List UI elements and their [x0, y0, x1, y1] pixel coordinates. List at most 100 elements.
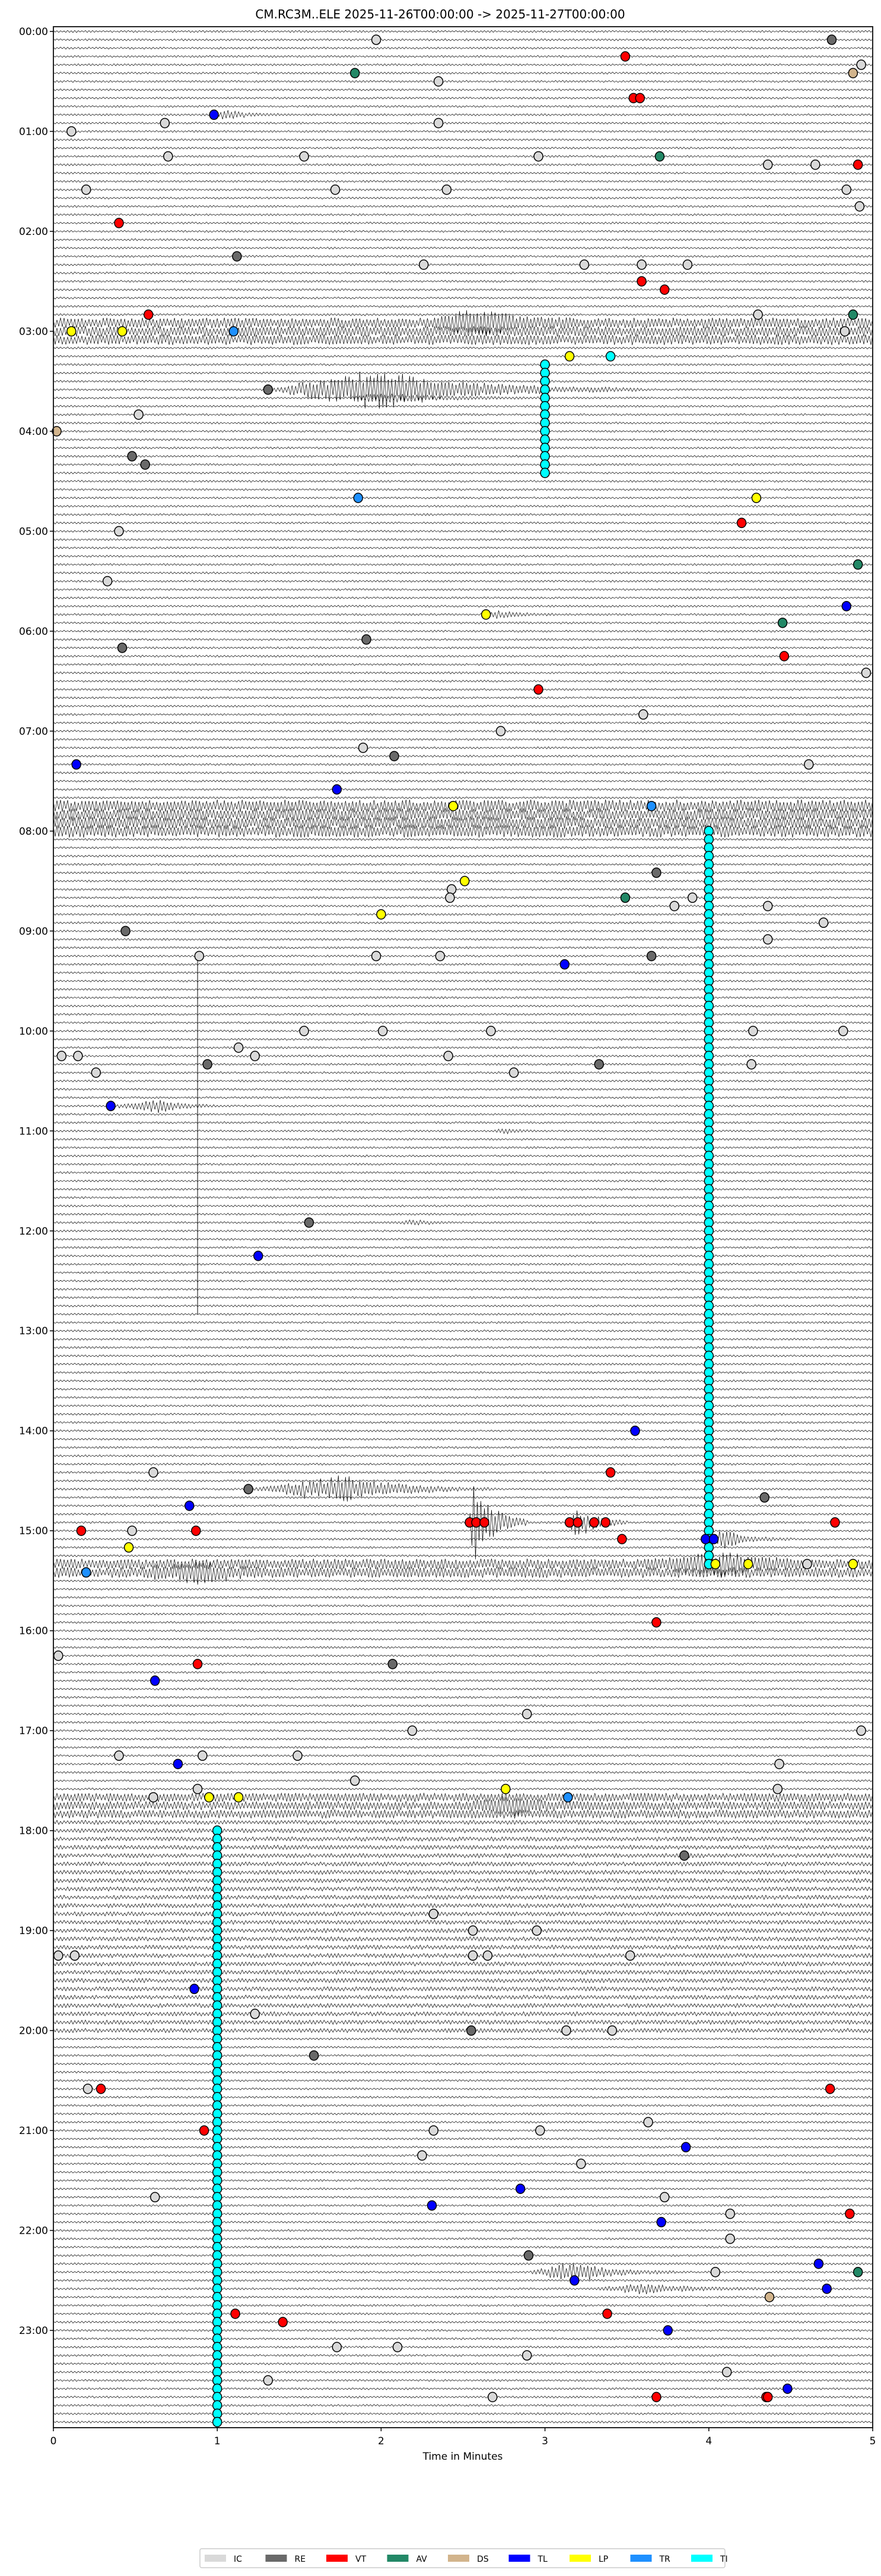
trace-line-27: [53, 255, 873, 258]
pick-marker-tl: [783, 2383, 793, 2394]
trace-line-157: [53, 1337, 873, 1341]
pick-marker-ic: [392, 2342, 403, 2352]
trace-line-281: [53, 2370, 873, 2374]
pick-marker-tl: [106, 1101, 116, 1111]
trace-line-219: [53, 1853, 873, 1859]
pick-marker-ic: [250, 2008, 260, 2020]
trace-line-5: [53, 71, 873, 75]
trace-line-249: [53, 2104, 873, 2107]
pick-marker-lp: [117, 326, 128, 337]
trace-line-128: [53, 1096, 873, 1099]
trace-line-220: [53, 1861, 873, 1867]
pick-marker-lp: [848, 1559, 858, 1570]
trace-line-223: [53, 1886, 873, 1892]
trace-line-280: [53, 2362, 873, 2365]
seismic-traces: [53, 30, 873, 2424]
trace-line-45: [53, 405, 873, 408]
pick-marker-tl: [515, 2183, 526, 2195]
trace-line-276: [53, 2329, 873, 2332]
trace-line-142: [53, 1213, 873, 1216]
trace-line-64: [53, 563, 873, 566]
trace-line-241: [53, 2037, 873, 2040]
trace-line-161: [53, 1371, 873, 1374]
pick-marker-ic: [638, 709, 648, 720]
trace-line-55: [53, 488, 873, 491]
trace-line-239: [53, 2020, 873, 2025]
trace-line-269: [53, 2263, 873, 2281]
legend-swatch-ds: [448, 2555, 469, 2562]
trace-line-6: [53, 79, 873, 83]
trace-line-93: [53, 799, 873, 813]
pick-marker-vt: [659, 284, 670, 295]
trace-line-28: [53, 263, 873, 266]
pick-marker-ic: [446, 884, 457, 895]
trace-line-49: [53, 438, 873, 441]
trace-line-185: [53, 1561, 873, 1585]
trace-line-285: [53, 2404, 873, 2407]
trace-line-178: [53, 1512, 873, 1516]
trace-line-258: [53, 2179, 873, 2182]
trace-line-109: [53, 937, 873, 941]
x-tick-label: 2: [378, 2435, 384, 2447]
trace-line-47: [53, 421, 873, 425]
pick-marker-ic: [194, 950, 205, 962]
trace-line-59: [53, 521, 873, 524]
pick-marker-ic: [435, 950, 446, 962]
x-tick-label: 4: [705, 2435, 712, 2447]
pick-marker-ic: [482, 1950, 493, 1961]
trace-line-95: [53, 816, 873, 829]
trace-line-196: [53, 1662, 873, 1666]
pick-marker-tl: [253, 1251, 263, 1261]
trace-line-286: [53, 2412, 873, 2415]
pick-marker-vt: [853, 159, 863, 170]
trace-line-13: [53, 138, 873, 141]
trace-line-68: [53, 596, 873, 600]
trace-line-259: [53, 2187, 873, 2190]
trace-line-48: [53, 430, 873, 433]
trace-line-29: [53, 271, 873, 275]
x-tick-label: 1: [214, 2435, 221, 2447]
pick-marker-ic: [371, 950, 381, 962]
trace-line-230: [53, 1944, 873, 1950]
trace-line-87: [53, 755, 873, 758]
pick-marker-av: [349, 68, 360, 78]
trace-line-277: [53, 2337, 873, 2340]
pick-marker-re: [127, 451, 137, 462]
x-tick-label: 3: [542, 2435, 548, 2447]
y-tick-label: 16:00: [19, 1626, 48, 1637]
pick-marker-re: [140, 459, 150, 470]
trace-line-167: [53, 1421, 873, 1424]
pick-marker-tl: [680, 2142, 691, 2152]
trace-line-91: [53, 788, 873, 791]
trace-line-273: [53, 2304, 873, 2307]
trace-line-20: [53, 196, 873, 200]
trace-line-72: [53, 629, 873, 633]
pick-marker-av: [848, 309, 858, 320]
trace-line-32: [53, 296, 873, 300]
trace-line-179: [53, 1486, 873, 1560]
pick-marker-ic: [81, 185, 91, 195]
trace-line-52: [53, 463, 873, 466]
pick-marker-ic: [127, 1525, 137, 1536]
pick-marker-ic: [133, 409, 144, 420]
pick-marker-ic: [486, 1026, 496, 1036]
pick-marker-ic: [762, 934, 773, 945]
trace-line-204: [53, 1729, 873, 1732]
trace-line-250: [53, 2112, 873, 2116]
pick-marker-ds: [764, 2292, 775, 2303]
trace-line-184: [53, 1552, 873, 1578]
pick-marker-vt: [143, 309, 154, 320]
trace-line-240: [53, 2028, 873, 2034]
trace-line-190: [53, 1613, 873, 1615]
pick-marker-re: [759, 1492, 769, 1503]
trace-line-141: [53, 1204, 873, 1208]
pick-marker-ic: [710, 2267, 721, 2278]
trace-line-33: [53, 304, 873, 308]
pick-marker-lp: [743, 1559, 753, 1570]
pick-marker-vt: [564, 1517, 575, 1528]
trace-line-61: [53, 538, 873, 541]
trace-line-222: [53, 1878, 873, 1884]
trace-line-4: [53, 63, 873, 66]
trace-line-252: [53, 2129, 873, 2132]
pick-marker-ic: [407, 1725, 418, 1736]
